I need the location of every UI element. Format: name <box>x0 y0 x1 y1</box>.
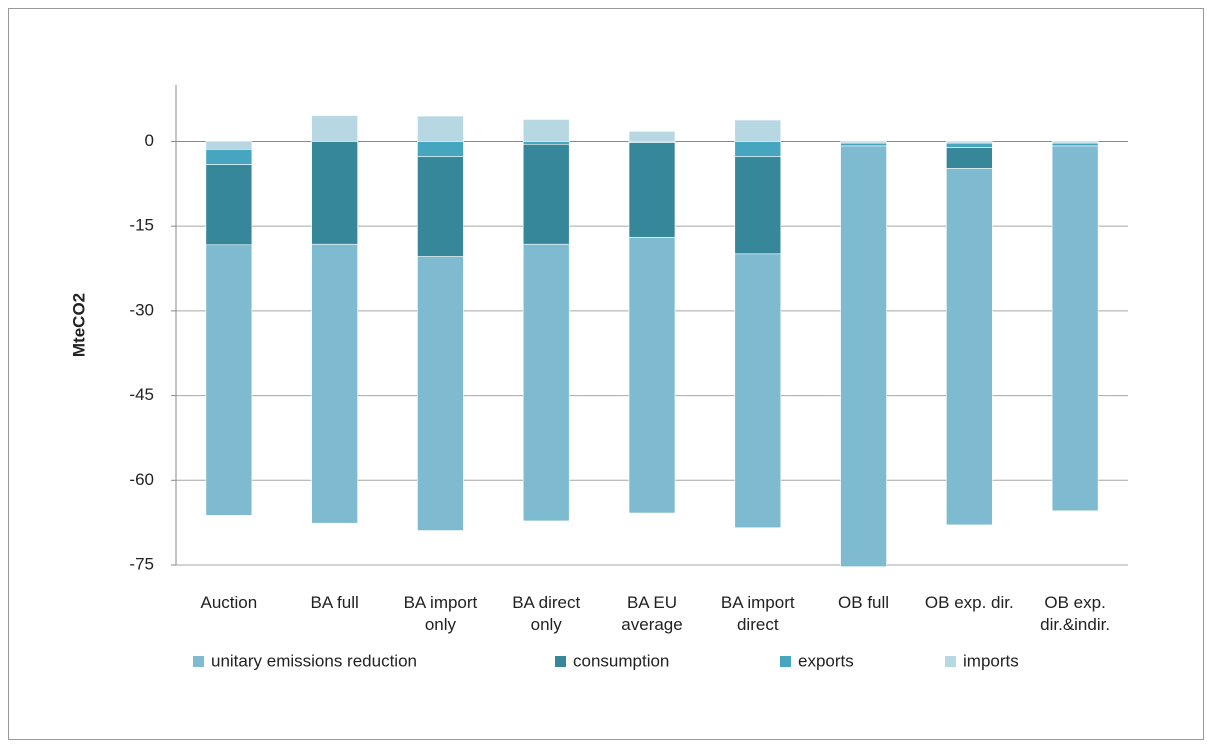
x-tick-label: BA full <box>310 593 359 612</box>
legend-label: consumption <box>573 651 669 670</box>
x-tick-label: BA EU average <box>621 593 683 634</box>
legend-swatch <box>555 656 566 667</box>
bar-segment <box>946 142 993 148</box>
y-tick-label: 0 <box>145 131 154 150</box>
bar-segment <box>1051 142 1099 147</box>
bar-segment <box>417 256 464 531</box>
legend-label: exports <box>798 651 854 670</box>
bar-segment <box>522 143 570 245</box>
bar-segment <box>1051 145 1099 512</box>
legend-label: unitary emissions reduction <box>211 651 417 670</box>
y-tick-label: -60 <box>129 470 154 489</box>
x-tick-label: OB exp. dir. <box>924 593 1014 612</box>
legend-swatch <box>780 656 791 667</box>
legend-swatch <box>193 656 204 667</box>
bar-segment <box>946 147 993 169</box>
bar-segment <box>205 164 253 246</box>
bar-segment <box>311 141 358 245</box>
bar-segment <box>311 115 358 142</box>
bar-segment <box>628 142 676 238</box>
bar-segment <box>840 142 887 147</box>
bar-segment <box>734 253 782 529</box>
bar-segment <box>628 237 676 514</box>
bar-segment <box>205 244 253 516</box>
bar-segment <box>734 119 782 142</box>
y-tick-label: -45 <box>129 385 154 404</box>
bar-segment <box>205 141 253 150</box>
bar-segment <box>522 141 570 145</box>
bar-segment <box>522 119 570 142</box>
bar-segment <box>522 243 570 522</box>
x-tick-label: OB exp. dir.&indir. <box>1040 593 1111 634</box>
bar-segment <box>946 168 993 526</box>
x-tick-label: Auction <box>200 593 258 612</box>
y-tick-label: -75 <box>129 554 154 573</box>
x-tick-label: BA import direct <box>720 593 795 634</box>
legend-swatch <box>945 656 956 667</box>
bar-segment <box>417 156 464 257</box>
legend-label: imports <box>963 651 1019 670</box>
bar-segment <box>840 145 887 567</box>
bar-segment <box>205 149 253 165</box>
bar-segment <box>417 115 464 142</box>
y-axis-label: MteCO2 <box>69 293 88 357</box>
bar-segment <box>311 243 358 524</box>
bar-segment <box>734 156 782 255</box>
x-tick-label: BA import only <box>403 593 478 634</box>
y-tick-label: -15 <box>129 216 154 235</box>
x-tick-label: BA direct only <box>512 593 581 634</box>
x-tick-label: OB full <box>838 593 890 612</box>
bar-segment <box>417 141 464 158</box>
bar-segment <box>628 131 676 142</box>
y-tick-label: -30 <box>129 300 154 319</box>
bar-segment <box>734 141 782 158</box>
